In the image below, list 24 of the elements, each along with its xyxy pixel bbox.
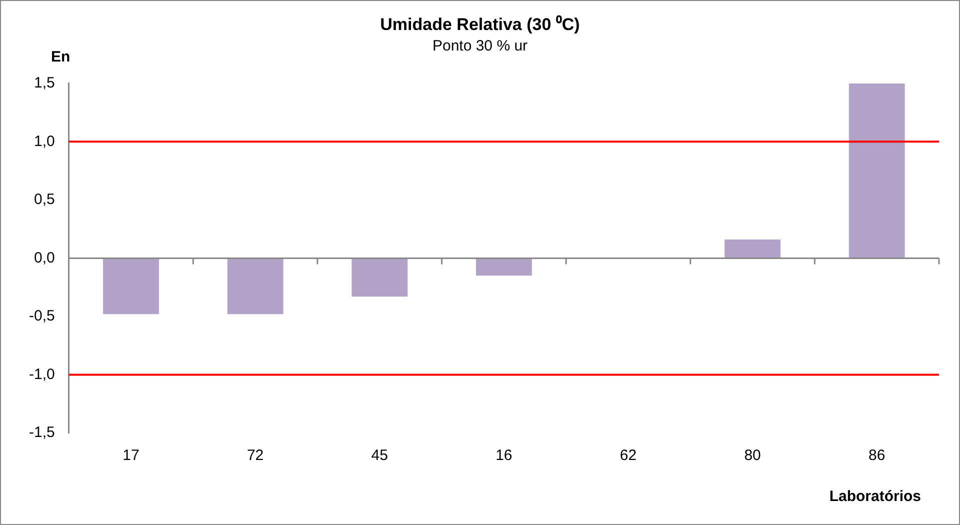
y-tick-label: 0,0 [34,249,55,266]
bar [476,258,532,276]
x-tick-label: 80 [744,447,761,464]
y-tick-label: 0,5 [34,191,55,208]
y-tick-label: -1,0 [28,366,55,383]
x-tick-label: 72 [246,447,264,464]
bar [352,258,408,297]
y-tick-label: -1,5 [28,424,55,442]
x-axis-title: Laboratórios [829,488,921,505]
bar [848,83,905,258]
x-tick-label: 17 [122,447,140,464]
y-tick-label: 1,0 [34,132,55,150]
y-axis-title: En [51,48,70,66]
bar [724,240,781,258]
bar [103,258,159,314]
chart-subtitle: Ponto 30 % ur [432,38,528,55]
y-tick-label: -0,5 [28,308,55,325]
x-tick-label: 62 [620,447,637,464]
x-tick-label: 16 [496,447,512,464]
chart-title: Umidade Relativa (30 ⁰C) [380,14,580,34]
x-tick-label: 86 [868,447,886,464]
x-tick-label: 45 [371,447,388,464]
y-tick-label: 1,5 [34,74,55,92]
bar [227,258,284,314]
